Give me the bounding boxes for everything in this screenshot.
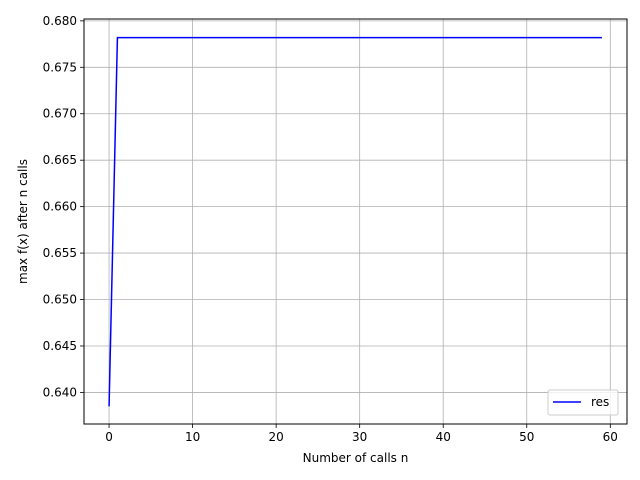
plot-area	[84, 19, 627, 424]
y-tick-label: 0.645	[43, 339, 77, 353]
x-axis-label: Number of calls n	[303, 451, 409, 465]
legend-label: res	[591, 395, 609, 409]
grid	[84, 19, 627, 424]
legend-box	[547, 389, 619, 416]
series-line-res	[108, 36, 602, 407]
x-tick-label: 10	[185, 430, 200, 444]
x-axis: 0 10 20 30 40 50 60	[105, 424, 618, 444]
series-layer	[108, 36, 602, 407]
x-tick-label: 20	[268, 430, 283, 444]
y-tick-label: 0.640	[43, 385, 77, 399]
x-tick-label: 50	[519, 430, 534, 444]
x-tick-label: 40	[436, 430, 451, 444]
y-tick-label: 0.680	[43, 14, 77, 28]
x-tick-label: 30	[352, 430, 367, 444]
x-tick-label: 60	[603, 430, 618, 444]
y-axis: 0.640 0.645 0.650 0.655 0.660 0.665 0.670 0.675…	[43, 14, 84, 399]
y-tick-label: 0.655	[43, 246, 77, 260]
y-tick-label: 0.670	[43, 107, 77, 121]
y-axis-label: max f(x) after n calls	[16, 159, 30, 284]
y-tick-label: 0.665	[43, 153, 77, 167]
plot-frame	[83, 18, 628, 425]
y-tick-label: 0.675	[43, 60, 77, 74]
x-tick-label: 0	[105, 430, 113, 444]
y-tick-label: 0.660	[43, 200, 77, 214]
y-tick-label: 0.650	[43, 293, 77, 307]
legend: res	[547, 389, 619, 416]
